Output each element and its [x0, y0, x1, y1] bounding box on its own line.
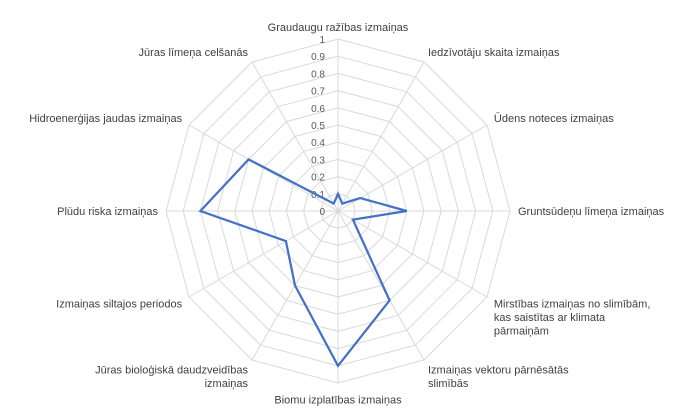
category-label: Jūras līmeņa celšanās — [139, 47, 249, 59]
tick-label: 0.5 — [311, 121, 325, 132]
tick-label: 0.2 — [311, 173, 325, 184]
grid-spoke — [337, 210, 488, 298]
grid-spoke — [188, 210, 339, 298]
tick-label: 0.8 — [311, 69, 325, 80]
chart-grid — [165, 38, 511, 384]
category-label: Plūdu riska izmaiņas — [57, 206, 158, 218]
category-label: Izmaiņas vektoru pārnēsātās slimībās — [428, 364, 569, 390]
tick-label: 0.6 — [311, 104, 325, 115]
tick-label: 0 — [319, 207, 325, 218]
category-label: Jūras bioloģiskā daudzveidības izmaiņas — [95, 363, 248, 390]
category-label: Graudaugu ražības izmaiņas — [268, 22, 409, 34]
tick-label: 0.4 — [311, 138, 325, 149]
category-label: Hidroenerģijas jaudas izmaiņas — [29, 112, 182, 125]
category-label: Izmaiņas siltajos periodos — [56, 299, 182, 311]
grid-spoke — [251, 61, 339, 212]
grid-spoke — [337, 61, 425, 212]
series-line — [198, 158, 408, 368]
category-label: Gruntsūdeņu līmeņa izmaiņas — [518, 206, 665, 218]
grid-spoke — [337, 210, 425, 361]
category-label: Ūdens noteces izmaiņas — [494, 113, 614, 125]
category-label: Mirstības izmaiņas no slimībām, kas saist… — [494, 299, 651, 338]
category-labels: Graudaugu ražības izmaiņas Iedzīvotāju sk… — [29, 22, 664, 407]
grid-spoke — [337, 124, 488, 212]
tick-label: 0.7 — [311, 87, 325, 98]
chart-series — [198, 158, 408, 368]
tick-label: 0.3 — [311, 155, 325, 166]
tick-label: 1 — [319, 35, 325, 46]
tick-label: 0.9 — [311, 52, 325, 63]
category-label: Iedzīvotāju skaita izmaiņas — [428, 47, 560, 59]
category-label: Biomu izplatības izmaiņas — [274, 395, 402, 407]
axis-tick-labels: 00.10.20.30.40.50.60.70.80.91 — [311, 35, 325, 218]
